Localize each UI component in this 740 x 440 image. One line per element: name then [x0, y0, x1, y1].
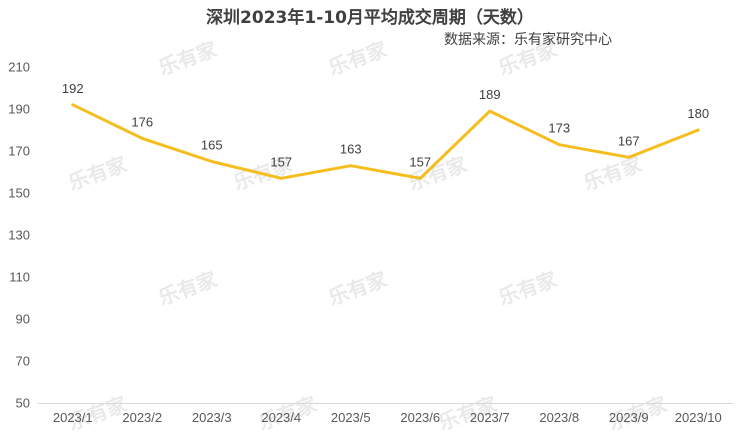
y-tick-label: 210	[8, 60, 30, 75]
watermark-text: 乐有家	[65, 152, 131, 195]
x-tick-label: 2023/8	[539, 410, 579, 425]
watermark-text: 乐有家	[580, 152, 646, 195]
data-label: 192	[62, 81, 84, 96]
watermark-text: 乐有家	[325, 267, 391, 310]
data-label: 165	[201, 138, 223, 153]
series-layer	[71, 103, 700, 180]
data-label: 189	[479, 87, 501, 102]
y-tick-label: 70	[16, 354, 30, 369]
y-tick-label: 170	[8, 144, 30, 159]
data-label: 167	[618, 133, 640, 148]
x-tick-label: 2023/9	[609, 410, 649, 425]
y-tick-label: 90	[16, 312, 30, 327]
watermark-text: 乐有家	[495, 267, 561, 310]
x-tick-label: 2023/1	[53, 410, 93, 425]
chart-subtitle: 数据来源：乐有家研究中心	[444, 31, 612, 48]
x-tick-label: 2023/3	[192, 410, 232, 425]
y-tick-label: 50	[16, 396, 30, 411]
x-tick-label: 2023/2	[122, 410, 162, 425]
data-label: 180	[687, 106, 709, 121]
y-tick-label: 150	[8, 186, 30, 201]
data-label: 157	[409, 154, 431, 169]
data-label: 173	[548, 121, 570, 136]
watermark-text: 乐有家	[155, 267, 221, 310]
x-tick-label: 2023/4	[261, 410, 301, 425]
data-label: 163	[340, 142, 362, 157]
y-tick-label: 110	[9, 270, 30, 285]
data-label: 176	[131, 114, 153, 129]
y-tick-label: 130	[8, 228, 30, 243]
series-line	[71, 103, 700, 180]
x-tick-label: 2023/10	[675, 410, 722, 425]
y-axis: 50 70 90 110 130 150 170 190 210	[8, 60, 30, 411]
chart-title: 深圳2023年1-10月平均成交周期（天数）	[206, 7, 534, 28]
y-tick-label: 190	[8, 102, 30, 117]
watermark-text: 乐有家	[325, 37, 391, 80]
x-tick-label: 2023/6	[400, 410, 440, 425]
watermark-text: 乐有家	[155, 37, 221, 80]
data-labels: 192 176 165 157 163 157 189 173 167 180	[62, 81, 709, 170]
x-tick-label: 2023/5	[331, 410, 371, 425]
x-axis: 2023/1 2023/2 2023/3 2023/4 2023/5 2023/6 2023…	[53, 410, 722, 425]
x-tick-label: 2023/7	[470, 410, 510, 425]
watermark-layer: 乐有家 乐有家 乐有家 乐有家乐有家 乐有家 乐有家乐有家 乐有家 乐有家 乐有家乐有家 乐有家乐…	[65, 37, 671, 435]
data-label: 157	[270, 154, 292, 169]
